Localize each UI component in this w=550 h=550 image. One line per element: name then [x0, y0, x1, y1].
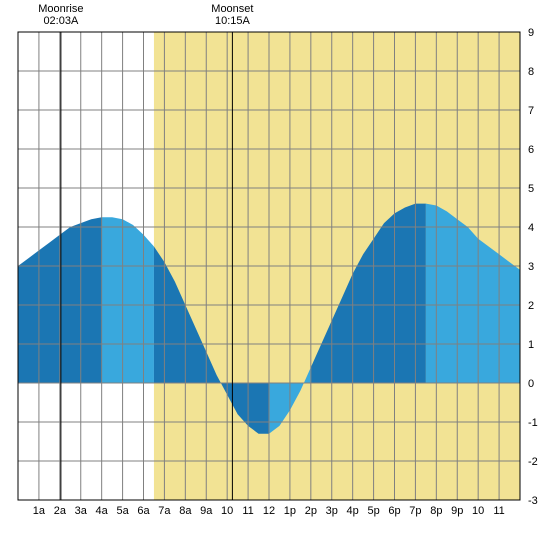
x-tick-label: 3p — [326, 505, 338, 517]
y-tick-label: 3 — [528, 261, 534, 273]
y-tick-label: 4 — [528, 222, 534, 234]
moon-event-label: Moonrise02:03A — [38, 3, 83, 27]
chart-svg: 1a2a3a4a5a6a7a8a9a1011121p2p3p4p5p6p7p8p… — [0, 0, 550, 550]
x-tick-label: 2a — [54, 505, 67, 517]
moon-event-time: 10:15A — [215, 15, 251, 27]
y-tick-label: 7 — [528, 105, 534, 117]
y-axis-labels: -3 -2 -1 0 1 2 3 4 5 6 7 8 9 — [528, 27, 538, 507]
x-tick-label: 5a — [116, 505, 129, 517]
y-tick-label: 6 — [528, 144, 534, 156]
tide-chart: 1a2a3a4a5a6a7a8a9a1011121p2p3p4p5p6p7p8p… — [0, 0, 550, 550]
y-tick-label: -2 — [528, 456, 538, 468]
x-tick-label: 5p — [367, 505, 379, 517]
x-tick-label: 11 — [242, 505, 253, 517]
y-tick-label: 5 — [528, 183, 534, 195]
moon-event-name: Moonset — [211, 3, 253, 15]
x-axis-labels: 1a 2a 3a 4a 5a 6a 7a 8a 9a 10 11 12 1p 2p 3p 4p 5p 6p 7p 8p… — [33, 505, 505, 517]
y-tick-label: 2 — [528, 300, 534, 312]
x-tick-label: 4p — [347, 505, 359, 517]
y-tick-label: 1 — [528, 339, 534, 351]
x-tick-label: 4a — [96, 505, 109, 517]
x-tick-label: 11 — [493, 505, 504, 517]
x-tick-label: 12 — [263, 505, 275, 517]
x-tick-label: 9a — [200, 505, 213, 517]
moon-event-name: Moonrise — [38, 3, 83, 15]
x-tick-label: 10 — [472, 505, 484, 517]
x-tick-label: 7p — [409, 505, 421, 517]
x-tick-label: 7a — [158, 505, 171, 517]
tide-segment — [102, 217, 154, 383]
y-tick-label: 0 — [528, 378, 534, 390]
y-tick-label: -3 — [528, 495, 538, 507]
x-tick-label: 6a — [137, 505, 150, 517]
x-tick-label: 1a — [33, 505, 46, 517]
y-tick-label: 8 — [528, 66, 534, 78]
x-tick-label: 8p — [430, 505, 442, 517]
y-tick-label: -1 — [528, 417, 538, 429]
x-tick-label: 1p — [284, 505, 296, 517]
x-tick-label: 3a — [75, 505, 88, 517]
x-tick-label: 10 — [221, 505, 233, 517]
x-tick-label: 6p — [388, 505, 400, 517]
x-tick-label: 2p — [305, 505, 317, 517]
moon-event-time: 02:03A — [43, 15, 79, 27]
x-tick-label: 9p — [451, 505, 463, 517]
x-tick-label: 8a — [179, 505, 192, 517]
moon-event-label: Moonset10:15A — [211, 3, 253, 27]
y-tick-label: 9 — [528, 27, 534, 39]
